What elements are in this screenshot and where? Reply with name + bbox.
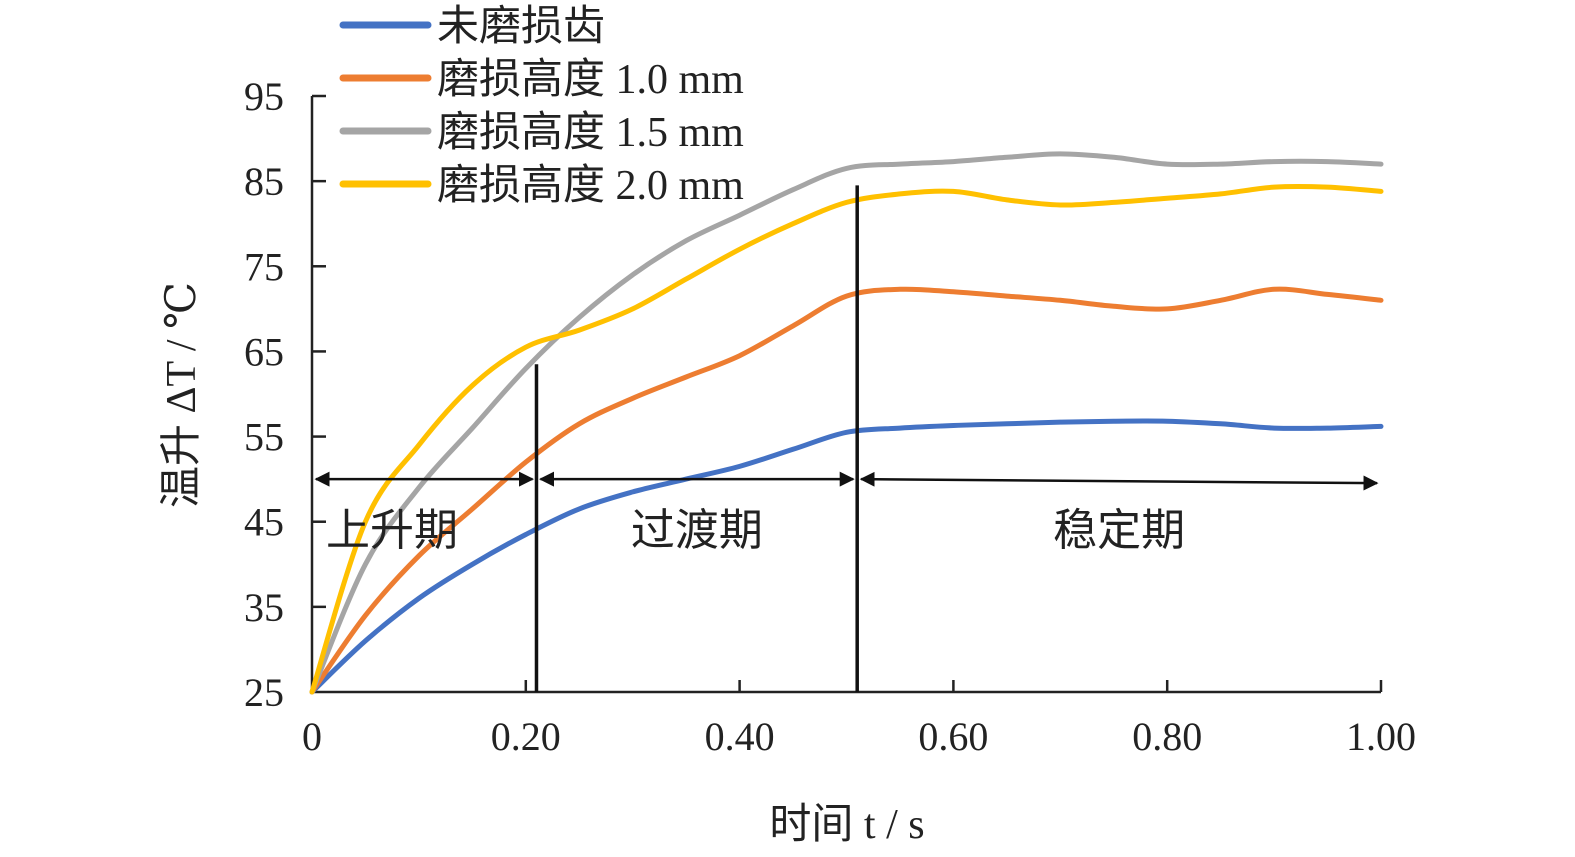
x-tick-label: 0.60 [918,714,988,759]
y-tick-label: 65 [244,329,284,374]
y-tick-label: 85 [244,159,284,204]
y-tick-label: 55 [244,415,284,460]
phase-label: 稳定期 [1053,506,1185,555]
legend-label: 未磨损齿 [437,4,605,50]
legend-label: 磨损高度 1.0 mm [437,57,744,103]
x-axis-label: 时间 t / s [769,802,924,848]
x-tick-label: 0.20 [491,714,561,759]
series-line-2 [309,286,1384,695]
phase-label: 上升期 [326,506,458,555]
x-tick-label: 0.40 [705,714,775,759]
phase-arrow [859,471,1379,491]
series-line-4 [309,183,1384,695]
x-tick-label: 0 [302,714,322,759]
axes: 25 35 45 55 65 75 85 95 0 0.20 0.40 0.60 0.80 1.00 [244,74,1416,759]
series-group [309,151,1384,695]
x-tick-label: 1.00 [1346,714,1416,759]
y-tick-label: 75 [244,244,284,289]
y-axis-label: 温升 ΔT / ℃ [159,282,205,508]
series-line-3 [309,151,1384,695]
phase-annotations: 上升期 过渡期 稳定期 [314,185,1379,692]
x-tick-label: 0.80 [1132,714,1202,759]
legend-label: 磨损高度 2.0 mm [437,163,744,209]
y-tick-label: 45 [244,500,284,545]
legend-label: 磨损高度 1.5 mm [437,110,744,156]
y-tick-label: 95 [244,74,284,119]
y-tick-label: 35 [244,585,284,630]
series-line-1 [309,418,1384,695]
phase-label: 过渡期 [631,506,763,555]
y-tick-label: 25 [244,670,284,715]
